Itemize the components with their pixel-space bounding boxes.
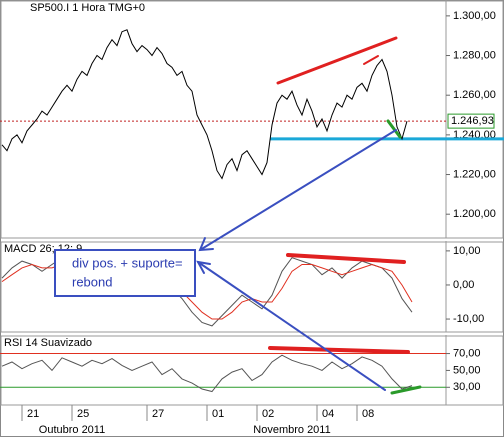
y-tick-label: 1.300,00: [453, 10, 496, 22]
x-tick-label: 25: [77, 408, 89, 420]
note-box: [54, 249, 196, 297]
trend-line: [276, 36, 398, 85]
y-tick-label: 1.260,00: [453, 89, 496, 101]
note-text: rebond: [72, 274, 112, 289]
arrow-head: [198, 237, 214, 252]
arrow: [197, 261, 386, 391]
drawings: [54, 36, 422, 395]
arrow: [199, 129, 397, 251]
y-tick-label: 1.200,00: [453, 208, 496, 220]
arrow-head: [196, 260, 211, 274]
trend-line: [390, 385, 422, 395]
panel: [0, 335, 504, 406]
trend-line: [286, 253, 406, 264]
y-tick-label: 0,00: [453, 279, 474, 291]
trend-line: [386, 119, 402, 139]
panel: [0, 0, 504, 239]
x-group-label: Outubro 2011: [39, 424, 105, 436]
x-tick-label: 27: [152, 408, 164, 420]
y-tick-label: 30,00: [453, 381, 481, 393]
panel-title: SP500.I 1 Hora TMG+0: [30, 2, 145, 14]
x-tick-label: 04: [322, 408, 334, 420]
x-tick-label: 08: [362, 408, 374, 420]
trend-line: [268, 346, 410, 354]
x-tick-label: 21: [27, 408, 39, 420]
x-tick-label: 02: [262, 408, 274, 420]
series-line: [1, 354, 413, 393]
y-tick-label: 50,00: [453, 364, 481, 376]
y-tick-label: 1.220,00: [453, 168, 496, 180]
y-tick-label: -10,00: [453, 313, 484, 325]
price-label: 1.246,93: [451, 115, 494, 127]
panel-title: RSI 14 Suavizado: [4, 337, 92, 349]
y-tick-label: 10,00: [453, 245, 481, 257]
price-box: [447, 113, 495, 129]
note-text: div pos. + suporte=: [72, 255, 183, 270]
x-tick-label: 01: [212, 408, 224, 420]
y-tick-label: 70,00: [453, 347, 481, 359]
x-group-label: Novembro 2011: [253, 424, 330, 436]
series-line: [1, 29, 408, 180]
y-tick-label: 1.280,00: [453, 49, 496, 61]
trend-line: [363, 55, 379, 65]
